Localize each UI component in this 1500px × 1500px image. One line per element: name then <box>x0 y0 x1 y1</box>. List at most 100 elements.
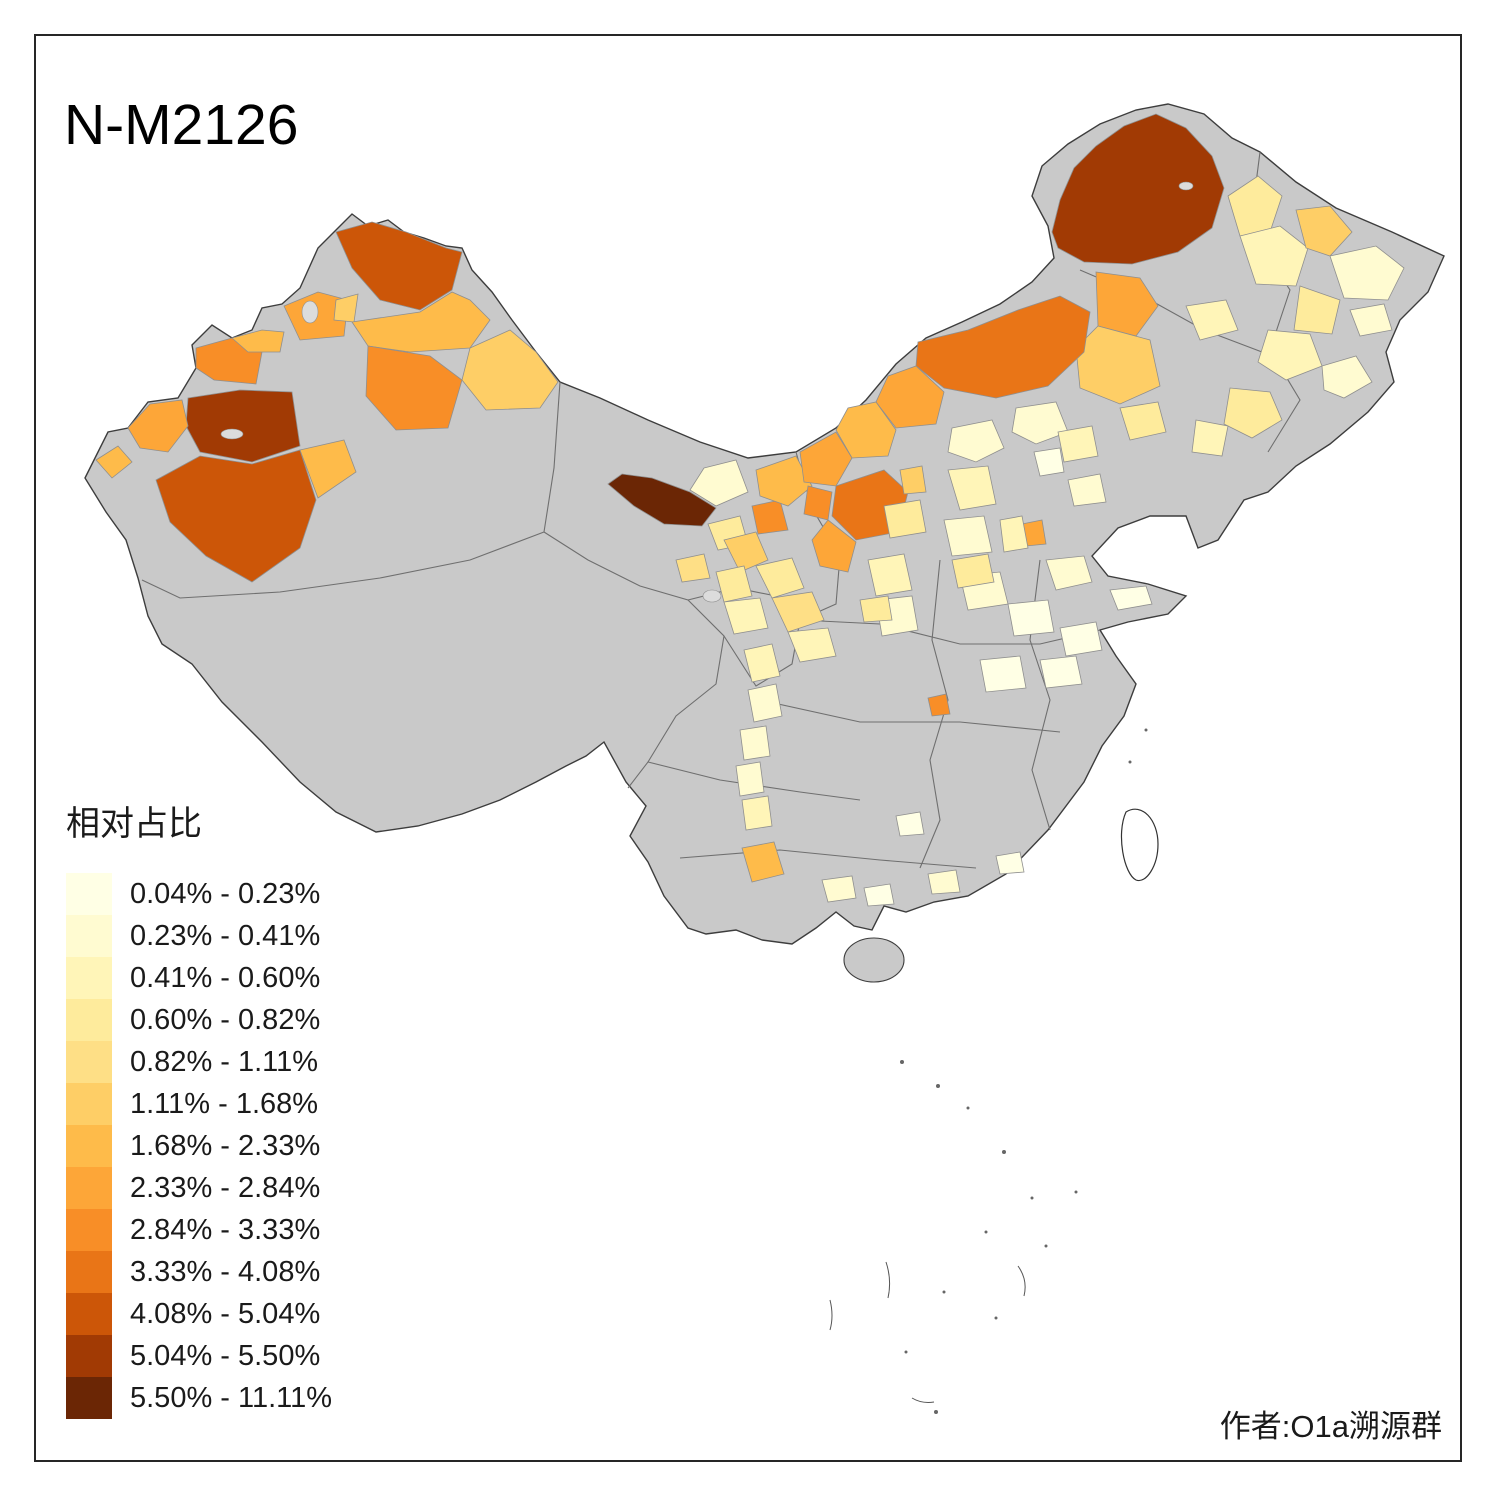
map-region <box>335 221 463 311</box>
map-region <box>723 597 769 635</box>
map-region <box>927 869 961 895</box>
legend-row: 0.41% - 0.60% <box>66 957 332 999</box>
map-region <box>979 655 1027 693</box>
map-region <box>1239 225 1309 287</box>
map-region <box>1051 113 1225 265</box>
legend-label: 5.04% - 5.50% <box>130 1339 321 1372</box>
map-region <box>755 455 813 507</box>
map-region <box>1119 401 1167 441</box>
legend-label: 0.82% - 1.11% <box>130 1045 319 1078</box>
attribution: 作者:O1a溯源群 <box>1219 1409 1442 1444</box>
map-region <box>915 295 1091 399</box>
map-region <box>999 515 1029 553</box>
map-region <box>899 465 927 495</box>
map-region <box>951 553 995 589</box>
legend-row: 4.08% - 5.04% <box>66 1293 332 1335</box>
map-region <box>811 519 857 573</box>
map-region <box>771 591 825 633</box>
map-region <box>185 389 301 463</box>
south-china-sea-islands <box>829 728 1148 1414</box>
legend-row: 1.68% - 2.33% <box>66 1125 332 1167</box>
map-region <box>607 473 717 527</box>
legend: 相对占比 0.04% - 0.23% 0.23% - 0.41% 0.41% - 0… <box>66 796 332 1419</box>
map-region <box>127 399 189 453</box>
lake <box>1178 181 1194 191</box>
map-region <box>1227 175 1283 237</box>
legend-label: 3.33% - 4.08% <box>130 1255 321 1288</box>
map-region <box>675 553 711 583</box>
map-region <box>927 693 951 717</box>
map-region <box>741 795 773 831</box>
map-region <box>821 875 857 903</box>
map-region <box>1321 355 1373 399</box>
map-region <box>155 449 317 583</box>
legend-row: 5.04% - 5.50% <box>66 1335 332 1377</box>
map-region <box>1033 447 1065 477</box>
plot-border <box>34 34 1462 1462</box>
legend-scale: 0.04% - 0.23% 0.23% - 0.41% 0.41% - 0.60% 0… <box>66 873 332 1419</box>
map-region <box>1011 401 1069 445</box>
legend-title: 相对占比 <box>66 805 202 843</box>
map-region <box>803 485 833 521</box>
map-region <box>95 445 133 479</box>
legend-label: 2.33% - 2.84% <box>130 1171 321 1204</box>
map-region <box>741 841 785 883</box>
map-region <box>883 499 927 539</box>
map-region <box>299 439 357 499</box>
map-region <box>859 595 893 623</box>
map-region <box>715 565 753 603</box>
taiwan-island <box>1120 808 1159 882</box>
lakes <box>220 181 1194 603</box>
map-region <box>1223 387 1283 439</box>
legend-row: 2.84% - 3.33% <box>66 1209 332 1251</box>
map-region <box>735 761 765 797</box>
map-region <box>743 643 781 683</box>
map-region <box>1067 473 1107 507</box>
map-region <box>365 345 463 431</box>
map-region <box>863 883 895 907</box>
map-region <box>947 419 1005 463</box>
map-region <box>461 329 559 411</box>
map-region <box>867 553 913 597</box>
lake <box>220 428 244 440</box>
map-region <box>1349 303 1393 337</box>
legend-row: 2.33% - 2.84% <box>66 1167 332 1209</box>
map-region <box>747 683 783 723</box>
legend-label: 4.08% - 5.04% <box>130 1297 321 1330</box>
map-region <box>895 811 925 837</box>
legend-row: 0.04% - 0.23% <box>66 873 332 915</box>
map-region <box>799 431 853 487</box>
map-region <box>1057 425 1099 463</box>
legend-swatch <box>66 999 112 1041</box>
legend-swatch <box>66 1125 112 1167</box>
legend-label: 0.04% - 0.23% <box>130 877 321 910</box>
map-region <box>947 465 997 511</box>
map-region <box>723 531 769 573</box>
legend-swatch <box>66 1335 112 1377</box>
map-region <box>787 627 837 663</box>
map-region <box>1045 555 1093 591</box>
map-region <box>1109 585 1153 611</box>
legend-swatch <box>66 1083 112 1125</box>
map-region <box>751 499 789 535</box>
map-region <box>231 329 285 353</box>
legend-swatch <box>66 1251 112 1293</box>
map-title: N-M2126 <box>64 93 299 158</box>
legend-row: 0.60% - 0.82% <box>66 999 332 1041</box>
map-region <box>1059 621 1103 657</box>
map-region <box>995 851 1025 875</box>
legend-swatch <box>66 1293 112 1335</box>
legend-row: 0.82% - 1.11% <box>66 1041 332 1083</box>
legend-label: 1.68% - 2.33% <box>130 1129 321 1162</box>
legend-label: 0.41% - 0.60% <box>130 961 321 994</box>
legend-swatch <box>66 1167 112 1209</box>
legend-label: 2.84% - 3.33% <box>130 1213 321 1246</box>
hainan-island <box>843 937 905 983</box>
legend-label: 0.60% - 0.82% <box>130 1003 321 1036</box>
lake <box>702 589 722 603</box>
map-region <box>1185 299 1239 341</box>
choropleth-regions <box>95 113 1405 907</box>
lake <box>301 300 319 324</box>
map-region <box>1293 285 1341 335</box>
